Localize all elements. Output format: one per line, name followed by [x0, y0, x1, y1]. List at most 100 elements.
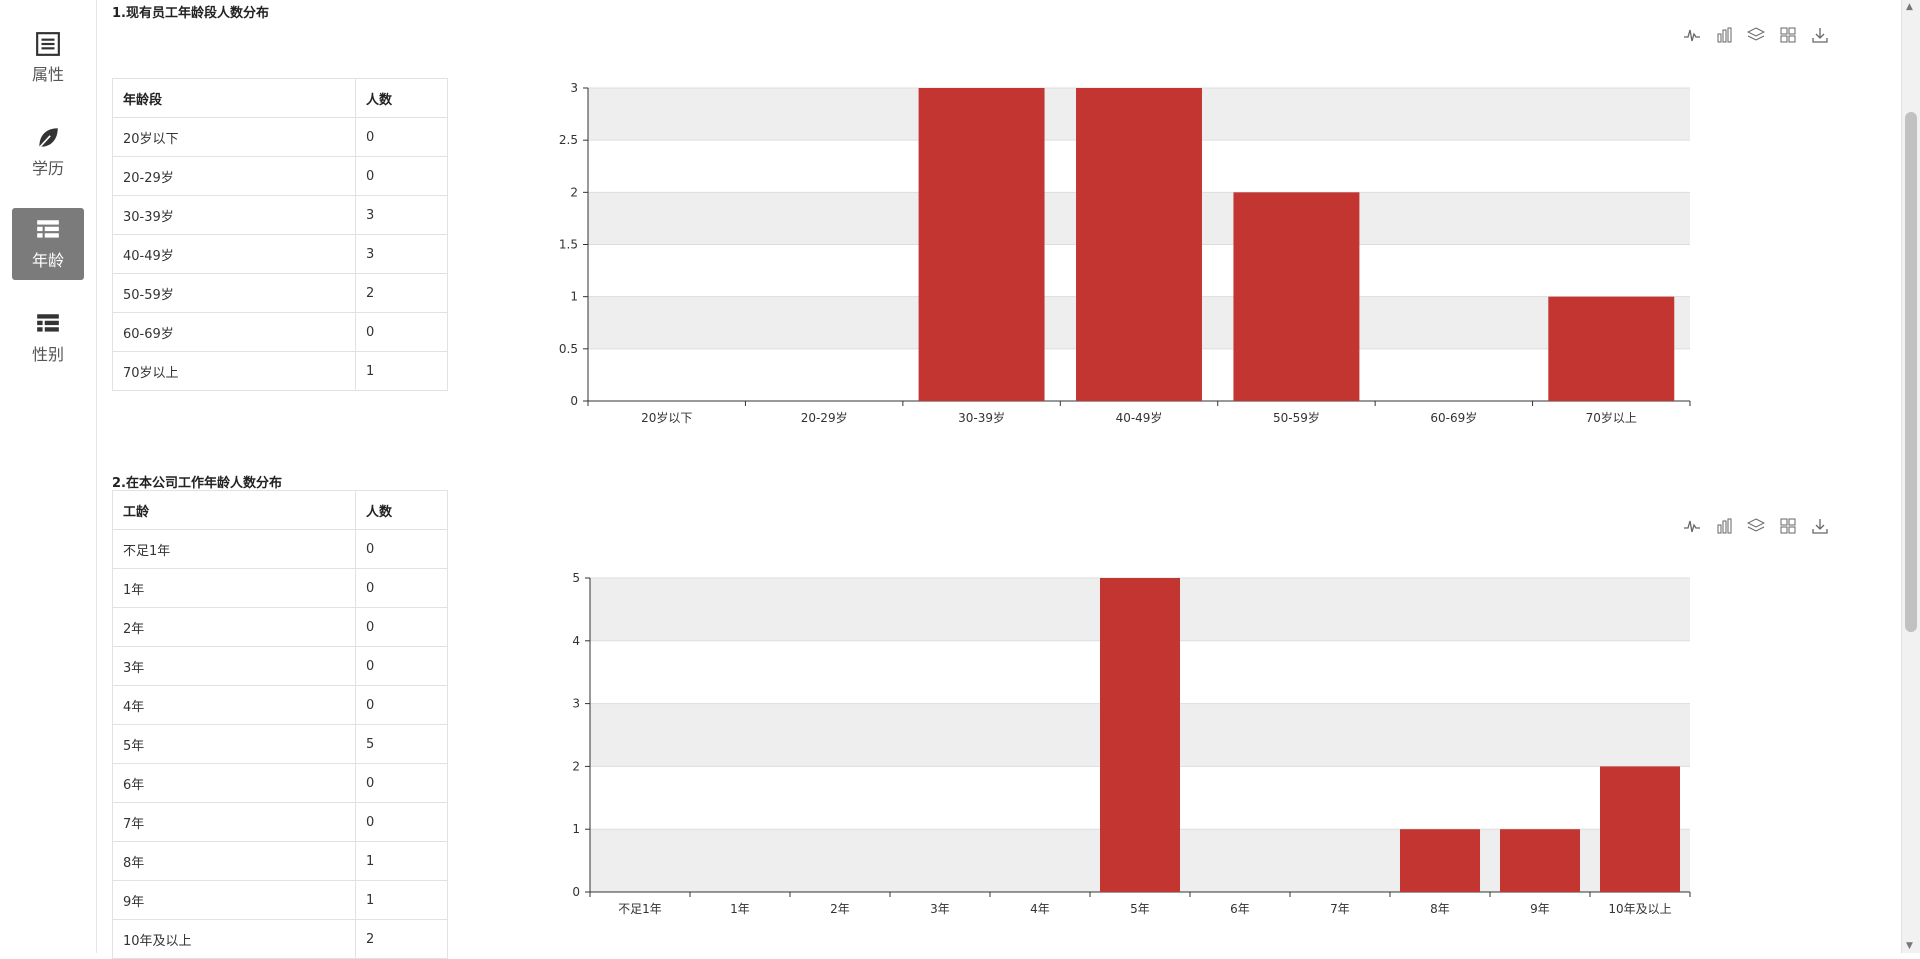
grid-band [588, 88, 1690, 141]
table-row: 7年 0 [112, 802, 448, 842]
data-view-icon[interactable] [1779, 26, 1797, 44]
y-tick-label: 4 [572, 634, 580, 648]
y-tick-label: 3 [570, 81, 578, 95]
chart-toolbox [1683, 26, 1829, 44]
x-tick-label: 50-59岁 [1273, 410, 1320, 425]
table-cell: 2 [355, 273, 448, 313]
table-cell: 1 [355, 351, 448, 391]
table-cell: 4年 [112, 685, 356, 725]
sidebar: 属性 学历 年龄 性别 [0, 0, 97, 953]
bar [1233, 192, 1360, 401]
table-cell: 9年 [112, 880, 356, 920]
table-row: 8年 1 [112, 841, 448, 881]
y-tick-label: 0 [572, 885, 580, 899]
table-cell: 0 [355, 117, 448, 157]
download-icon[interactable] [1811, 26, 1829, 44]
y-tick-label: 3 [572, 697, 580, 711]
y-tick-label: 2 [570, 185, 578, 199]
x-tick-label: 9年 [1530, 902, 1550, 916]
scroll-thumb[interactable] [1905, 112, 1917, 632]
table-cell: 0 [355, 156, 448, 196]
scroll-down-icon[interactable]: ▼ [1906, 941, 1913, 951]
table-cell: 40-49岁 [112, 234, 356, 274]
x-tick-label: 60-69岁 [1430, 410, 1477, 425]
table-row: 6年 0 [112, 763, 448, 803]
scroll-up-icon[interactable]: ▲ [1906, 2, 1913, 12]
sidebar-item-label: 属性 [31, 65, 64, 84]
table-cell: 50-59岁 [112, 273, 356, 313]
section-title: 1.现有员工年龄段人数分布 [112, 6, 269, 21]
table-cell: 1 [355, 880, 448, 920]
bar [1500, 829, 1580, 892]
sidebar-item-education[interactable]: 学历 [12, 116, 84, 188]
table-cell: 3 [355, 234, 448, 274]
sidebar-item-gender[interactable]: 性别 [12, 302, 84, 374]
x-tick-label: 10年及以上 [1608, 902, 1671, 916]
y-tick-label: 2 [572, 759, 580, 773]
table-row: 1年 0 [112, 568, 448, 608]
bar-chart-icon[interactable] [1715, 26, 1733, 44]
leaf-icon [37, 128, 58, 150]
table-cell: 0 [355, 763, 448, 803]
table-row: 5年 5 [112, 724, 448, 764]
table-cell: 60-69岁 [112, 312, 356, 352]
table-cell: 7年 [112, 802, 356, 842]
table-cell: 20-29岁 [112, 156, 356, 196]
bar [1400, 829, 1480, 892]
y-tick-label: 0 [570, 394, 578, 408]
grid-band [590, 703, 1690, 767]
table-cell: 0 [355, 607, 448, 647]
x-tick-label: 7年 [1330, 902, 1350, 916]
sidebar-item-label: 年龄 [31, 251, 64, 270]
x-tick-label: 20-29岁 [801, 410, 848, 425]
table-cell: 1年 [112, 568, 356, 608]
line-chart-icon[interactable] [1683, 517, 1701, 535]
stack-icon[interactable] [1747, 26, 1765, 44]
x-tick-label: 8年 [1430, 902, 1450, 916]
x-tick-label: 2年 [830, 902, 850, 916]
table-row: 9年 1 [112, 880, 448, 920]
table-row: 3年 0 [112, 646, 448, 686]
table-row: 不足1年 0 [112, 529, 448, 569]
y-tick-label: 1.5 [559, 238, 578, 252]
table-row: 20-29岁 0 [112, 156, 448, 196]
table-cell: 3年 [112, 646, 356, 686]
download-icon[interactable] [1811, 517, 1829, 535]
chart-toolbox [1683, 517, 1829, 535]
table-cell: 5年 [112, 724, 356, 764]
table-header: 人数 [355, 490, 448, 530]
bar-chart-icon[interactable] [1715, 517, 1733, 535]
table-row: 2年 0 [112, 607, 448, 647]
grid-band [590, 578, 1690, 641]
table-cell: 0 [355, 646, 448, 686]
x-tick-label: 40-49岁 [1116, 410, 1163, 425]
table-cell: 5 [355, 724, 448, 764]
age-group-table: 年龄段 人数 20岁以下 0 20-29岁 0 30-39岁 3 40-49岁 3 50… [112, 78, 448, 391]
table-header: 人数 [355, 78, 448, 118]
y-tick-label: 1 [572, 822, 580, 836]
x-tick-label: 1年 [730, 902, 750, 916]
vertical-scrollbar[interactable]: ▲ ▼ [1901, 0, 1920, 953]
x-tick-label: 5年 [1130, 902, 1150, 916]
stack-icon[interactable] [1747, 517, 1765, 535]
table-row: 40-49岁 3 [112, 234, 448, 274]
x-tick-label: 70岁以上 [1586, 410, 1637, 425]
table-cell: 20岁以下 [112, 117, 356, 157]
sidebar-item-attributes[interactable]: 属性 [12, 22, 84, 94]
data-view-icon[interactable] [1779, 517, 1797, 535]
bar [1548, 296, 1675, 401]
table-cell: 0 [355, 685, 448, 725]
sidebar-item-age[interactable]: 年龄 [12, 208, 84, 280]
table-icon [37, 220, 59, 238]
x-tick-label: 3年 [930, 902, 950, 916]
x-tick-label: 6年 [1230, 902, 1250, 916]
bar [1076, 88, 1202, 401]
sidebar-item-label: 性别 [31, 345, 64, 364]
bar [1600, 766, 1680, 892]
table-header-row: 年龄段 人数 [112, 78, 448, 118]
line-chart-icon[interactable] [1683, 26, 1701, 44]
table-cell: 2年 [112, 607, 356, 647]
y-tick-label: 5 [572, 571, 580, 585]
table-cell: 6年 [112, 763, 356, 803]
table-cell: 0 [355, 802, 448, 842]
